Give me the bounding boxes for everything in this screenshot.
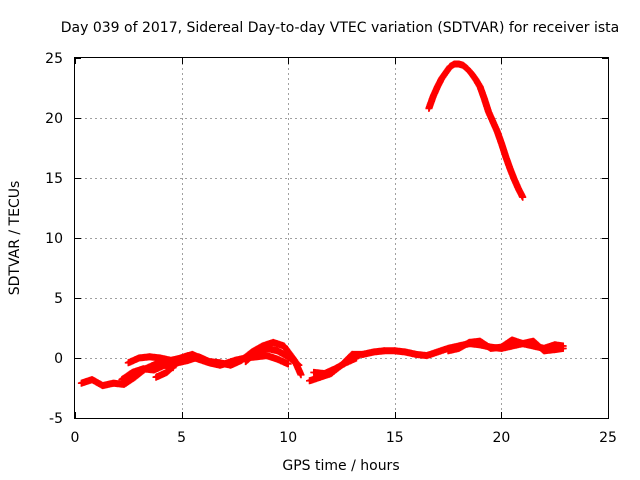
y-axis-label: SDTVAR / TECUs (7, 181, 23, 296)
y-tick-label: 0 (54, 351, 63, 367)
x-axis-label: GPS time / hours (282, 458, 399, 474)
point-trail (274, 347, 291, 360)
grid-lines (75, 58, 608, 418)
point-trail (515, 186, 526, 200)
x-tick-label: 25 (599, 430, 617, 446)
point-trail (332, 359, 349, 372)
x-tick-label: 15 (386, 430, 404, 446)
series-arc-3 (118, 361, 177, 384)
x-tick-label: 10 (279, 430, 297, 446)
x-tick-label: 0 (71, 430, 80, 446)
axis-ticks: 0 5 10 15 20 25 -5 0 5 10 15 20 25 (45, 51, 617, 446)
y-tick-label: 10 (45, 231, 63, 247)
point-trail (285, 353, 302, 369)
data-point (284, 360, 292, 368)
series-arc-8 (310, 354, 360, 378)
y-tick-label: -5 (49, 411, 63, 427)
data-point (352, 354, 360, 362)
series-arc-10 (425, 60, 527, 201)
series-arc-9 (444, 336, 567, 355)
data-points (77, 60, 567, 390)
point-trail (456, 339, 473, 352)
x-tick-label: 5 (177, 430, 186, 446)
series-arc-6 (242, 344, 303, 369)
y-tick-label: 15 (45, 171, 63, 187)
point-trail (434, 75, 445, 90)
data-point (297, 371, 305, 379)
y-tick-label: 5 (54, 291, 63, 307)
point-trail (242, 349, 260, 365)
x-tick-label: 20 (492, 430, 510, 446)
plot-frame (74, 57, 609, 419)
data-point (295, 361, 303, 369)
point-trail (121, 374, 138, 388)
point-trail (477, 338, 494, 352)
data-point (559, 344, 567, 352)
chart-title: Day 039 of 2017, Sidereal Day-to-day VTE… (61, 20, 619, 36)
point-trail (119, 369, 136, 383)
point-trail (530, 338, 547, 354)
y-tick-label: 25 (45, 51, 63, 67)
data-point (519, 193, 527, 201)
y-tick-label: 20 (45, 111, 63, 127)
point-trail (163, 359, 181, 376)
